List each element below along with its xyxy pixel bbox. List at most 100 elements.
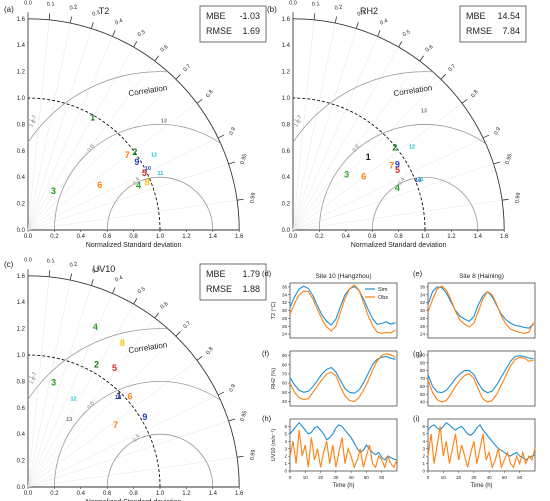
series-line-sim bbox=[289, 285, 396, 326]
std-tick-label-y: 1.6 bbox=[17, 17, 26, 23]
stats-box bbox=[199, 263, 267, 301]
std-tick-label-x: 1.0 bbox=[421, 234, 430, 240]
std-tick-label-x: 0.0 bbox=[24, 491, 33, 497]
std-tick-label-y: 0.0 bbox=[17, 485, 26, 491]
y-tick-label: 40 bbox=[282, 399, 288, 404]
y-tick-label: 24 bbox=[420, 332, 426, 337]
y-tick-label: 0 bbox=[422, 469, 425, 474]
series-line-obs bbox=[289, 353, 396, 402]
panel-label: (e) bbox=[413, 269, 423, 278]
corr-tick-label: 0.99 bbox=[514, 192, 521, 203]
stat-label: MBE bbox=[206, 269, 226, 279]
y-tick-label: 6 bbox=[284, 424, 287, 429]
panel-title: Site 8 (Haining) bbox=[459, 273, 504, 280]
chart-title: T2 bbox=[99, 6, 110, 16]
outer-arc bbox=[27, 275, 240, 488]
corr-tick bbox=[493, 161, 501, 165]
plot-frame bbox=[289, 418, 398, 472]
std-tick-label-y: 0.0 bbox=[282, 228, 291, 234]
taylor-point: 9 bbox=[142, 412, 147, 422]
std-tick-label-y: 0.8 bbox=[282, 122, 291, 128]
taylor-point: 6 bbox=[361, 171, 366, 181]
taylor-point: 4 bbox=[136, 181, 141, 191]
corr-tick bbox=[217, 391, 225, 396]
taylor-point: 2 bbox=[392, 143, 397, 153]
corr-ray bbox=[292, 103, 463, 231]
corr-ray bbox=[27, 19, 50, 231]
taylor-point: 12 bbox=[70, 397, 76, 403]
taylor-diagram-1: 0.0 0.1 0.2 0.3 0.4 0.5 0.6 0.7 0.8 0.9 0.95 0.99 Co… bbox=[4, 0, 267, 249]
corr-ray bbox=[292, 23, 336, 231]
series-line-obs bbox=[427, 285, 534, 334]
corr-ray bbox=[292, 28, 357, 231]
corr-tick-label: 0.4 bbox=[114, 18, 123, 27]
corr-tick bbox=[419, 55, 424, 62]
corr-tick-label: 0.95 bbox=[505, 153, 514, 165]
corr-tick-label: 0.8 bbox=[205, 346, 214, 356]
panel-label: (g) bbox=[413, 349, 423, 358]
corr-tick-label: 0.2 bbox=[69, 261, 78, 268]
taylor-point: 4 bbox=[395, 183, 400, 193]
std-tick-label-y: 0.4 bbox=[282, 175, 291, 181]
y-tick-label: 5 bbox=[422, 431, 425, 436]
std-tick-label-x: 0.2 bbox=[50, 491, 59, 497]
x-tick-label: 20 bbox=[456, 475, 462, 480]
std-tick-label-x: 0.2 bbox=[315, 234, 324, 240]
y-axis-label: UV10 (m/s⁻¹) bbox=[271, 429, 277, 462]
corr-tick bbox=[48, 13, 51, 20]
corr-ray bbox=[27, 28, 92, 231]
y-tick-label: 30 bbox=[420, 308, 426, 313]
corr-tick bbox=[440, 74, 446, 80]
taylor-diagram-3: 0.0 0.1 0.2 0.3 0.4 0.5 0.6 0.7 0.8 0.9 0.95 0.99 Co… bbox=[4, 257, 267, 501]
std-tick-label-x: 0.2 bbox=[50, 234, 59, 240]
y-tick-label: 2 bbox=[422, 454, 425, 459]
corr-tick bbox=[217, 134, 225, 139]
corr-tick bbox=[154, 55, 159, 62]
rmse-label: 1.3 bbox=[29, 371, 38, 381]
corr-tick-label: 0.0 bbox=[24, 0, 32, 6]
rmse-arc bbox=[319, 124, 505, 230]
corr-tick bbox=[133, 41, 138, 48]
corr-ray bbox=[27, 36, 113, 231]
std-tick-label-x: 0.4 bbox=[342, 234, 351, 240]
corr-tick-label: 0.7 bbox=[182, 63, 192, 73]
y-tick-label: 80 bbox=[420, 368, 426, 373]
corr-ray bbox=[27, 23, 71, 231]
corr-tick bbox=[154, 312, 159, 319]
taylor-point: 3 bbox=[51, 378, 56, 388]
corr-tick-label: 0.0 bbox=[24, 257, 32, 263]
taylor-point: 9 bbox=[395, 160, 400, 170]
y-tick-label: 26 bbox=[282, 324, 288, 329]
std-tick-label-x: 1.4 bbox=[209, 234, 218, 240]
x-tick-label: 10 bbox=[441, 475, 447, 480]
taylor-point: 12 bbox=[409, 144, 415, 150]
std-tick-label-x: 1.0 bbox=[156, 234, 165, 240]
stats-box bbox=[459, 5, 527, 43]
x-tick-label: 30 bbox=[333, 475, 339, 480]
correlation-label: Correlation bbox=[128, 83, 168, 98]
y-tick-label: 1 bbox=[422, 461, 425, 466]
series-line-sim bbox=[289, 355, 396, 394]
stat-value: 1.79 bbox=[242, 269, 260, 279]
corr-ray bbox=[27, 457, 238, 488]
y-tick-label: 28 bbox=[420, 316, 426, 321]
corr-tick-label: 0.99 bbox=[249, 449, 256, 460]
stat-value: -1.03 bbox=[239, 11, 260, 21]
corr-tick-label: 0.1 bbox=[47, 1, 55, 8]
corr-ray bbox=[27, 317, 155, 488]
rmse-label: 1.6 bbox=[29, 119, 38, 129]
rmse-label: 0.4 bbox=[132, 434, 141, 444]
corr-tick-label: 0.95 bbox=[240, 153, 249, 165]
corr-tick bbox=[502, 198, 509, 201]
stat-label: MBE bbox=[206, 11, 226, 21]
corr-tick-label: 0.5 bbox=[137, 286, 147, 295]
taylor-point: 3 bbox=[51, 186, 56, 196]
std-tick-label-x: 1.6 bbox=[235, 234, 244, 240]
corr-tick-label: 0.8 bbox=[470, 89, 479, 99]
std-tick-label-x: 0.0 bbox=[289, 234, 298, 240]
std-tick-label-y: 0.0 bbox=[17, 228, 26, 234]
y-tick-label: 5 bbox=[284, 431, 287, 436]
corr-tick bbox=[196, 356, 203, 361]
std-tick-label-x: 1.0 bbox=[156, 491, 165, 497]
corr-tick-label: 0.9 bbox=[228, 126, 237, 136]
